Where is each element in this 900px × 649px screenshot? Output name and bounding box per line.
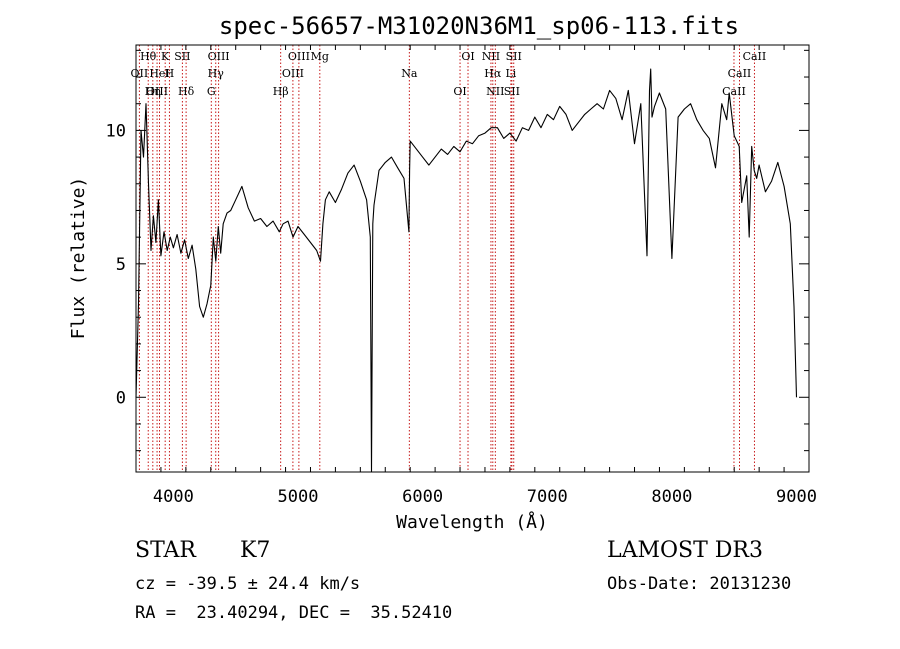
coordinates-readout: RA = 23.40294, DEC = 35.52410 [135, 603, 453, 623]
line-label: CaII [743, 50, 767, 63]
y-tick-label: 10 [106, 121, 126, 141]
line-label: OI [461, 50, 474, 63]
line-label: SII [174, 50, 190, 63]
y-axis-label: Flux (relative) [68, 177, 89, 340]
y-tick-label: 0 [116, 388, 126, 408]
line-label: Na [401, 67, 418, 80]
line-label: H [165, 67, 175, 80]
line-label: Mg [311, 50, 329, 63]
line-label: CaII [728, 67, 752, 80]
x-tick-label: 6000 [402, 487, 443, 507]
line-labels: Hθ OII OIII K HeI Hη SII HHδ OIII Hγ G OIII OIII Hβ Mg… [131, 50, 767, 98]
line-label: Hα [484, 67, 502, 80]
line-label: OI [453, 85, 466, 98]
line-label: SII [506, 50, 522, 63]
spectrum-series-line [135, 68, 798, 473]
y-axis-ticks: 0 5 10 [106, 49, 809, 452]
x-tick-label: 8000 [651, 487, 692, 507]
line-label: OII [131, 67, 149, 80]
spectral-subclass: K7 [240, 538, 271, 563]
line-label: CaII [722, 85, 746, 98]
x-tick-label: 5000 [278, 487, 319, 507]
line-label: OIII [208, 50, 230, 63]
x-axis-ticks: 4000 5000 6000 7000 8000 9000 [135, 45, 817, 507]
line-label: NII [486, 85, 504, 98]
line-label: Hη [145, 85, 161, 98]
chart-title: spec-56657-M31020N36M1_sp06-113.fits [219, 12, 739, 40]
line-label: K [161, 50, 170, 63]
line-label: Hβ [273, 85, 289, 98]
plot-frame [135, 44, 810, 473]
line-label: OIII [288, 50, 310, 63]
line-label: HeI [149, 67, 169, 80]
line-label: Li [505, 67, 516, 80]
x-axis-label: Wavelength (Å) [396, 511, 548, 533]
x-tick-label: 4000 [153, 487, 194, 507]
line-label: Hγ [208, 67, 225, 80]
line-label: G [207, 85, 216, 98]
x-tick-label: 9000 [776, 487, 817, 507]
line-label: SII [504, 85, 520, 98]
line-label: Hδ [178, 85, 195, 98]
line-label: Hθ [140, 50, 157, 63]
survey-name: LAMOST DR3 [607, 538, 763, 563]
x-tick-label: 7000 [527, 487, 568, 507]
object-class: STAR [135, 538, 196, 563]
line-label: OIII [282, 67, 304, 80]
y-tick-label: 5 [116, 255, 126, 275]
line-label: OIII [146, 85, 168, 98]
line-label: NII [482, 50, 500, 63]
velocity-readout: cz = -39.5 ± 24.4 km/s [135, 574, 361, 594]
marker-lines [138, 45, 755, 472]
obs-date: Obs-Date: 20131230 [607, 574, 792, 594]
